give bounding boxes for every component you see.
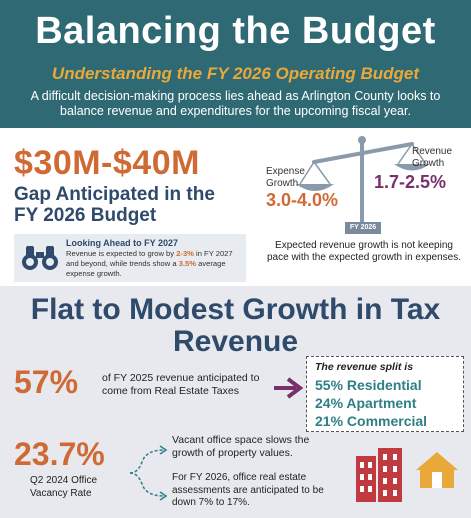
- real-estate-percent: 57%: [14, 364, 79, 400]
- split-item-apartment: 24% Apartment: [315, 395, 417, 411]
- revenue-growth-label: Revenue Growth: [412, 146, 453, 169]
- office-buildings-icon: [356, 448, 402, 502]
- lookahead-box: Looking Ahead to FY 2027 Revenue is expe…: [14, 234, 246, 282]
- page-subtitle: Understanding the FY 2026 Operating Budg…: [51, 64, 420, 83]
- lookahead-text: Revenue is expected to grow by 2-3% in F…: [66, 249, 233, 278]
- page-title: Balancing the Budget: [35, 10, 436, 52]
- gap-section: $30M-$40M Gap Anticipated in the FY 2026…: [0, 128, 471, 286]
- fy-tag: FY 2026: [345, 222, 381, 234]
- branch-arrows-icon: [129, 445, 168, 501]
- expense-growth-value: 3.0-4.0%: [266, 190, 339, 210]
- vacancy-note-2: For FY 2026, office real estate assessme…: [172, 472, 324, 508]
- house-icon: [416, 452, 458, 488]
- balance-scale-icon: [296, 136, 430, 222]
- revenue-section: Flat to Modest Growth in Tax Revenue 57%…: [0, 286, 471, 518]
- split-title: The revenue split is: [315, 361, 414, 373]
- gap-label: Gap Anticipated in the FY 2026 Budget: [14, 184, 215, 226]
- intro-text: A difficult decision-making process lies…: [30, 89, 441, 118]
- vacancy-note-1: Vacant office space slows the growth of …: [172, 434, 310, 459]
- revenue-heading: Flat to Modest Growth in Tax Revenue: [30, 293, 441, 358]
- revenue-growth-value: 1.7-2.5%: [374, 172, 447, 192]
- growth-note: Expected revenue growth is not keeping p…: [266, 240, 461, 263]
- split-item-commercial: 21% Commercial: [315, 413, 428, 429]
- header-banner: Balancing the Budget Understanding the F…: [0, 0, 471, 128]
- real-estate-text: of FY 2025 revenue anticipated to come f…: [102, 372, 260, 397]
- revenue-split-box: The revenue split is 55% Residential 24%…: [306, 356, 464, 432]
- lookahead-title: Looking Ahead to FY 2027: [66, 238, 179, 248]
- arrow-right-icon: [274, 377, 304, 399]
- split-item-residential: 55% Residential: [315, 377, 422, 393]
- vacancy-label: Q2 2024 Office Vacancy Rate: [30, 475, 98, 499]
- binoculars-icon: [22, 246, 58, 270]
- expense-growth-label: Expense Growth: [266, 166, 305, 189]
- gap-amount: $30M-$40M: [14, 144, 200, 182]
- vacancy-percent: 23.7%: [14, 436, 105, 472]
